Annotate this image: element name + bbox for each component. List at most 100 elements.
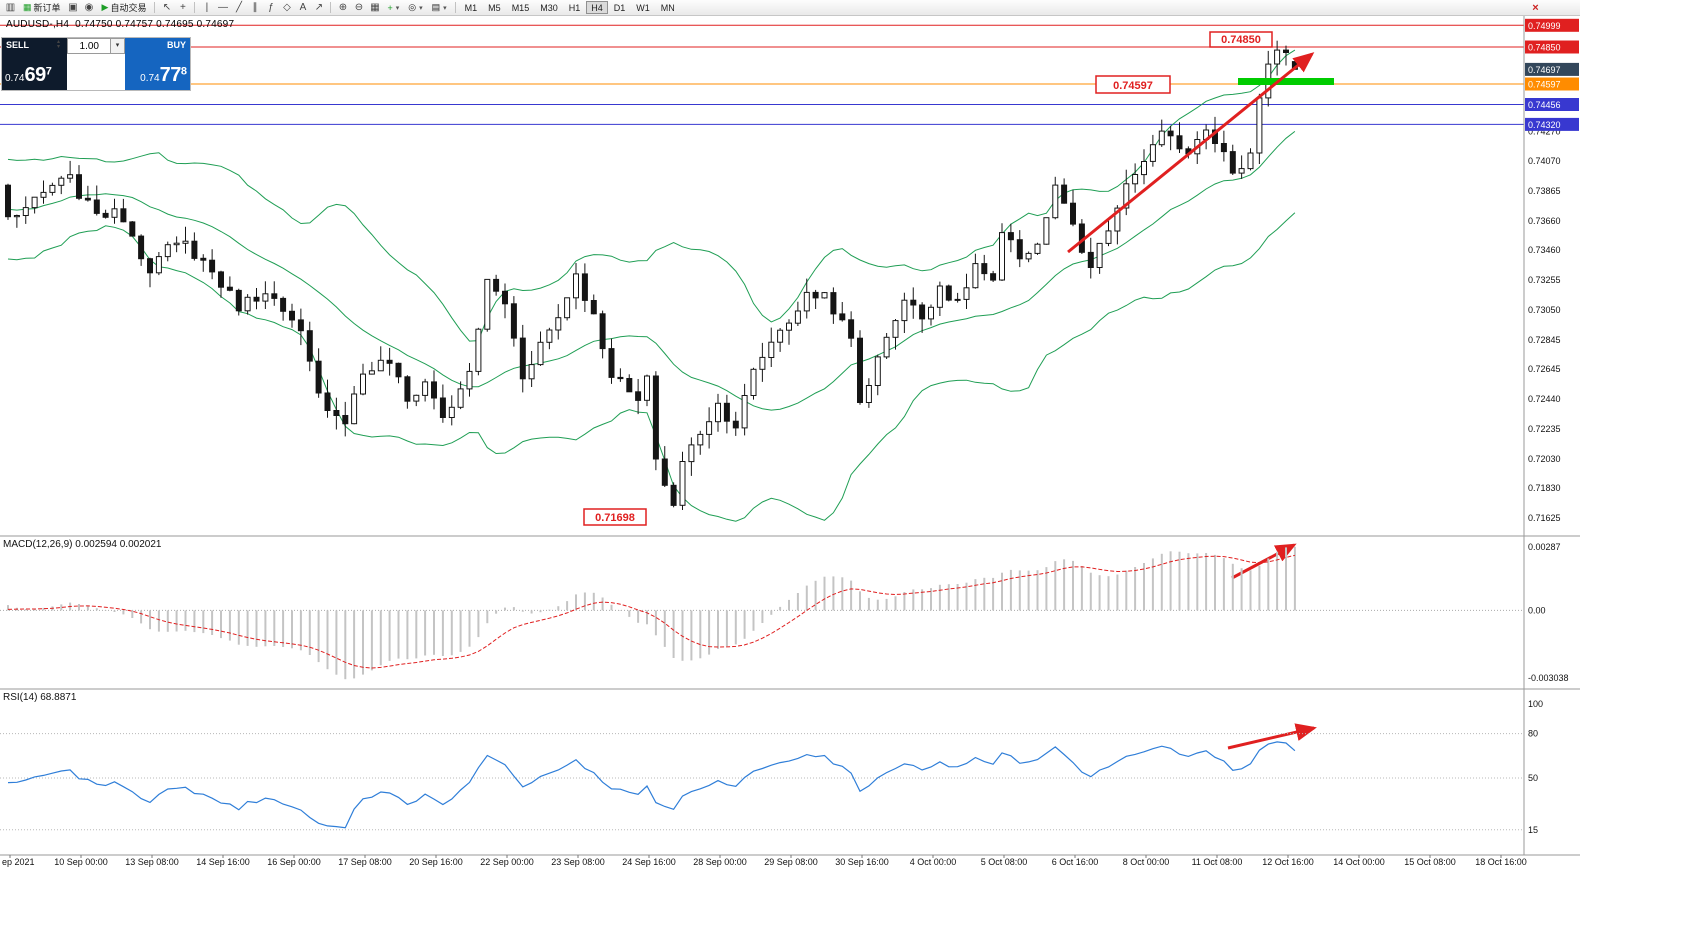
time-axis[interactable]: ep 2021 10 Sep 00:00 13 Sep 08:00 14 Sep 16… bbox=[2, 855, 1527, 867]
svg-text:15: 15 bbox=[1528, 825, 1538, 835]
annotation-price-label[interactable]: 0.74850 bbox=[1209, 31, 1273, 48]
macd-axis[interactable]: 0.00287 0.00 -0.003038 bbox=[1528, 542, 1569, 683]
volume-column: ▴▾ ▾ bbox=[57, 38, 125, 90]
close-icon[interactable]: × bbox=[1532, 2, 1539, 14]
price-tag: 0.74597 bbox=[1525, 77, 1579, 91]
svg-text:0.74270: 0.74270 bbox=[1528, 127, 1561, 137]
candles bbox=[5, 40, 1298, 510]
price-tag: 0.74320 bbox=[1525, 117, 1579, 131]
rsi-axis[interactable]: 100 80 50 15 bbox=[1528, 699, 1543, 835]
zoom-out-icon[interactable]: ⊖ bbox=[354, 2, 364, 13]
crosshair-icon[interactable]: + bbox=[180, 2, 186, 13]
main-chart-svg[interactable]: 0.74850 0.74597 0.71698 0.74270 0.74070 0.738… bbox=[0, 16, 1580, 941]
timeframe-button-m1[interactable]: M1 bbox=[460, 1, 483, 14]
new-chart-icon[interactable]: ▥ bbox=[5, 2, 16, 13]
annotation-price-label[interactable]: 0.71698 bbox=[583, 508, 647, 526]
annotation-price-label[interactable]: 0.74597 bbox=[1095, 75, 1171, 94]
alerts-icon[interactable]: ◉ bbox=[84, 2, 94, 13]
price-tag: 0.74999 bbox=[1525, 18, 1579, 32]
timeframe-button-w1[interactable]: W1 bbox=[631, 1, 655, 14]
svg-text:0.72440: 0.72440 bbox=[1528, 394, 1561, 404]
buy-price: 0.74778 bbox=[140, 64, 187, 86]
volume-column-body bbox=[67, 54, 125, 90]
toolbar-separator bbox=[330, 2, 332, 13]
timeframe-button-mn[interactable]: MN bbox=[656, 1, 680, 14]
svg-text:0.73460: 0.73460 bbox=[1528, 245, 1561, 255]
trend-arrow[interactable] bbox=[1067, 52, 1315, 254]
svg-text:10 Sep 00:00: 10 Sep 00:00 bbox=[54, 857, 108, 867]
macd-histogram bbox=[7, 546, 1296, 680]
svg-text:0.74850: 0.74850 bbox=[1528, 43, 1561, 53]
arrows-tool-icon[interactable]: ↗ bbox=[314, 2, 324, 13]
order-type-dropdown[interactable]: ▾ bbox=[111, 38, 125, 54]
cursor-icon[interactable]: ↖ bbox=[162, 2, 172, 13]
sell-price: 0.74697 bbox=[5, 64, 52, 86]
timeframe-button-m15[interactable]: M15 bbox=[507, 1, 535, 14]
svg-text:0.72235: 0.72235 bbox=[1528, 424, 1561, 434]
buy-button[interactable]: BUY 0.74778 bbox=[125, 38, 190, 90]
macd-label: MACD(12,26,9) 0.002594 0.002021 bbox=[3, 539, 162, 550]
autotrading-button[interactable]: ▶ 自动交易 bbox=[98, 1, 151, 14]
timeframe-button-d1[interactable]: D1 bbox=[609, 1, 631, 14]
shapes-icon[interactable]: ◇ bbox=[283, 2, 291, 13]
resistance-highlight-bar[interactable] bbox=[1238, 78, 1334, 85]
timeframe-button-m5[interactable]: M5 bbox=[483, 1, 506, 14]
svg-text:15 Oct 08:00: 15 Oct 08:00 bbox=[1404, 857, 1456, 867]
toolbar: ▥ ▦ 新订单 ▣ ◉ ▶ 自动交易 ↖ + | — ╱ ∥ ƒ ◇ A ↗ ⊕… bbox=[0, 0, 1580, 16]
price-tag: 0.74850 bbox=[1525, 40, 1579, 54]
svg-text:18 Oct 16:00: 18 Oct 16:00 bbox=[1475, 857, 1527, 867]
svg-text:80: 80 bbox=[1528, 729, 1538, 739]
svg-text:12 Oct 16:00: 12 Oct 16:00 bbox=[1262, 857, 1314, 867]
symbol-ohlc-header: AUDUSD-,H4 0.74750 0.74757 0.74695 0.746… bbox=[6, 19, 235, 30]
channel-icon[interactable]: ∥ bbox=[252, 2, 258, 13]
fibonacci-icon[interactable]: ƒ bbox=[268, 2, 274, 13]
svg-text:0.72645: 0.72645 bbox=[1528, 364, 1561, 374]
svg-text:-0.003038: -0.003038 bbox=[1528, 673, 1569, 683]
svg-text:23 Sep 08:00: 23 Sep 08:00 bbox=[551, 857, 605, 867]
svg-text:0.71625: 0.71625 bbox=[1528, 513, 1561, 523]
svg-text:16 Sep 00:00: 16 Sep 00:00 bbox=[267, 857, 321, 867]
svg-text:20 Sep 16:00: 20 Sep 16:00 bbox=[409, 857, 463, 867]
svg-text:0.74597: 0.74597 bbox=[1528, 80, 1561, 90]
svg-text:13 Sep 08:00: 13 Sep 08:00 bbox=[125, 857, 179, 867]
volume-spinner[interactable]: ▴ ▾ bbox=[57, 39, 61, 50]
svg-text:0.00287: 0.00287 bbox=[1528, 542, 1561, 552]
zoom-in-icon[interactable]: ⊕ bbox=[338, 2, 348, 13]
svg-text:0.74850: 0.74850 bbox=[1221, 34, 1261, 46]
svg-text:0.73050: 0.73050 bbox=[1528, 305, 1561, 315]
svg-text:ep 2021: ep 2021 bbox=[2, 857, 35, 867]
vertical-line-icon[interactable]: | bbox=[205, 2, 209, 13]
svg-text:0.74320: 0.74320 bbox=[1528, 120, 1561, 130]
volume-input[interactable] bbox=[67, 38, 111, 54]
timeframe-button-h1[interactable]: H1 bbox=[564, 1, 586, 14]
rsi-label: RSI(14) 68.8871 bbox=[3, 692, 77, 703]
chart-region[interactable]: 0.74850 0.74597 0.71698 0.74270 0.74070 0.738… bbox=[0, 16, 1580, 941]
periods-icon: ◎ bbox=[408, 2, 417, 12]
indicators-button[interactable]: + ▾ bbox=[383, 1, 403, 14]
trendline-icon[interactable]: ╱ bbox=[235, 2, 242, 13]
panel-separators[interactable] bbox=[0, 16, 1580, 856]
svg-text:0.73660: 0.73660 bbox=[1528, 216, 1561, 226]
trend-arrow[interactable] bbox=[1227, 723, 1317, 750]
sell-button[interactable]: SELL 0.74697 bbox=[2, 38, 67, 90]
svg-text:0.00: 0.00 bbox=[1528, 605, 1546, 615]
svg-text:30 Sep 16:00: 30 Sep 16:00 bbox=[835, 857, 889, 867]
svg-text:28 Sep 00:00: 28 Sep 00:00 bbox=[693, 857, 747, 867]
text-tool-icon[interactable]: A bbox=[299, 2, 307, 13]
new-order-button[interactable]: ▦ 新订单 bbox=[19, 1, 65, 14]
tile-windows-icon[interactable]: ▦ bbox=[370, 2, 380, 13]
timeframe-button-m30[interactable]: M30 bbox=[535, 1, 563, 14]
price-axis[interactable]: 0.74270 0.74070 0.73865 0.73660 0.73460 0.732… bbox=[1528, 127, 1561, 523]
profiles-icon[interactable]: ▣ bbox=[68, 2, 78, 13]
horizontal-line-icon[interactable]: — bbox=[217, 2, 228, 13]
svg-text:0.73255: 0.73255 bbox=[1528, 275, 1561, 285]
buy-label: BUY bbox=[166, 40, 186, 50]
price-tag: 0.74697 bbox=[1525, 62, 1579, 76]
timeframe-button-h4[interactable]: H4 bbox=[586, 1, 608, 14]
chart-background bbox=[0, 16, 1580, 941]
periods-button[interactable]: ◎ ▾ bbox=[404, 1, 426, 14]
svg-text:0.74999: 0.74999 bbox=[1528, 21, 1561, 31]
templates-button[interactable]: ▤ ▾ bbox=[428, 1, 451, 14]
chevron-down-icon: ▾ bbox=[443, 4, 447, 12]
templates-icon: ▤ bbox=[431, 2, 441, 12]
